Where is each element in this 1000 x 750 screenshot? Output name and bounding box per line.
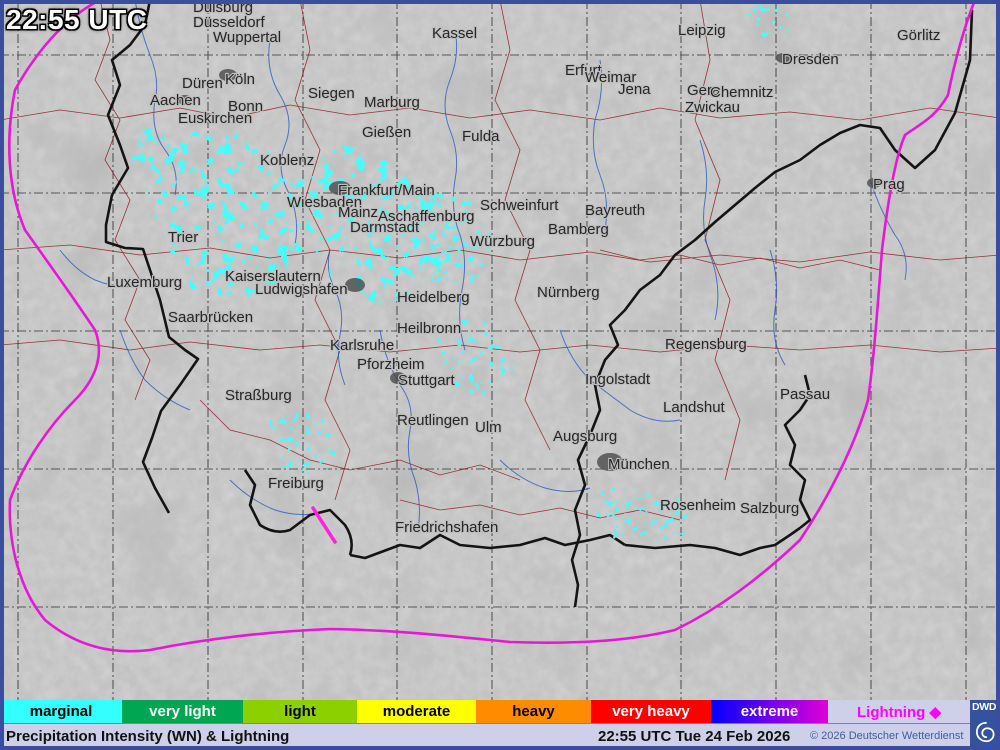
svg-text:Dresden: Dresden [782,51,839,68]
svg-text:Ludwigshafen: Ludwigshafen [255,281,348,298]
svg-text:Ingolstadt: Ingolstadt [585,371,651,388]
svg-text:Gießen: Gießen [362,124,411,141]
svg-text:Wuppertal: Wuppertal [213,29,281,46]
svg-text:Koblenz: Koblenz [260,152,314,169]
svg-text:Düren: Düren [182,75,223,92]
svg-text:Köln: Köln [225,71,255,88]
svg-text:Würzburg: Würzburg [470,233,535,250]
svg-text:Jena: Jena [618,81,651,98]
svg-text:Salzburg: Salzburg [740,500,799,517]
svg-text:Ulm: Ulm [475,419,502,436]
svg-text:Siegen: Siegen [308,85,355,102]
svg-text:Fulda: Fulda [462,128,500,145]
svg-text:Leipzig: Leipzig [678,22,726,39]
svg-text:Straßburg: Straßburg [225,387,292,404]
svg-text:Reutlingen: Reutlingen [397,412,469,429]
svg-text:Pforzheim: Pforzheim [357,356,425,373]
svg-text:Prag: Prag [873,176,905,193]
svg-text:Marburg: Marburg [364,94,420,111]
svg-text:Luxemburg: Luxemburg [107,274,182,291]
svg-text:Freiburg: Freiburg [268,475,324,492]
svg-text:Regensburg: Regensburg [665,336,747,353]
svg-text:Euskirchen: Euskirchen [178,110,252,127]
svg-text:Bayreuth: Bayreuth [585,202,645,219]
svg-text:Darmstadt: Darmstadt [350,219,420,236]
svg-text:Heidelberg: Heidelberg [397,289,470,306]
svg-text:Zwickau: Zwickau [685,99,740,116]
svg-text:Augsburg: Augsburg [553,428,617,445]
svg-text:München: München [608,456,670,473]
svg-text:Karlsruhe: Karlsruhe [330,337,394,354]
svg-text:Görlitz: Görlitz [897,27,940,44]
svg-text:Trier: Trier [168,229,198,246]
svg-text:Saarbrücken: Saarbrücken [168,309,253,326]
svg-text:Aachen: Aachen [150,92,201,109]
svg-text:Kassel: Kassel [432,25,477,42]
svg-text:Passau: Passau [780,386,830,403]
svg-text:Landshut: Landshut [663,399,726,416]
svg-text:Friedrichshafen: Friedrichshafen [395,519,498,536]
svg-text:Bamberg: Bamberg [548,221,609,238]
svg-text:Schweinfurt: Schweinfurt [480,197,559,214]
svg-text:Heilbronn: Heilbronn [397,320,461,337]
svg-text:Rosenheim: Rosenheim [660,497,736,514]
svg-text:Nürnberg: Nürnberg [537,284,600,301]
svg-text:Stuttgart: Stuttgart [398,372,456,389]
